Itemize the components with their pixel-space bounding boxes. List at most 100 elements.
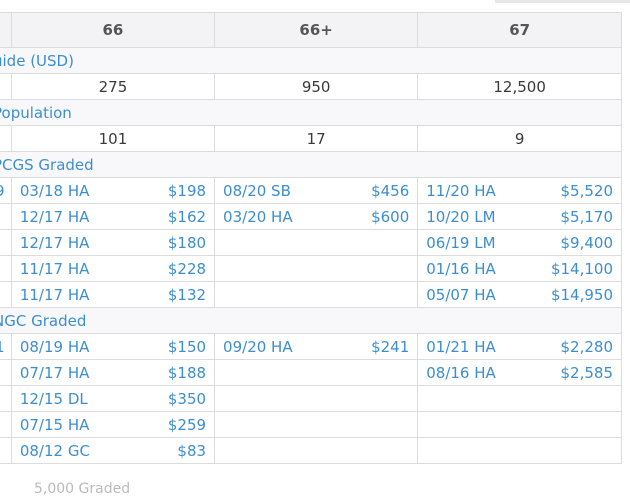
section-label[interactable]: uide (USD) — [0, 51, 74, 70]
section-population: Population — [0, 99, 622, 126]
sale-price[interactable]: $2,585 — [560, 363, 614, 382]
sales-row: 12/17 HA $162 03/20 HA $600 10/20 LM $5,170 — [0, 203, 622, 230]
row-stub — [0, 281, 12, 308]
row-stub — [0, 255, 12, 282]
sales-row: 9 03/18 HA $198 08/20 SB $456 11/20 HA $5,520 — [0, 177, 622, 204]
sale-price[interactable]: $350 — [167, 389, 207, 408]
sale-price[interactable]: $456 — [371, 181, 410, 200]
sale-entry: 10/20 LM $5,170 — [419, 207, 621, 226]
price-guide-67: 12,500 — [417, 73, 622, 100]
sale-price[interactable]: $150 — [167, 337, 207, 356]
sale-entry: 08/16 HA $2,585 — [419, 363, 621, 382]
sale-entry: 11/17 HA $228 — [12, 259, 213, 278]
sale-date-auction[interactable]: 08/19 HA — [19, 337, 90, 356]
sale-cell[interactable]: 03/18 HA $198 — [10, 177, 216, 204]
sale-price[interactable]: $180 — [167, 233, 207, 252]
sales-row: 11/17 HA $228 01/16 HA $14,100 — [0, 255, 622, 282]
sales-row: 12/15 DL $350 — [0, 385, 622, 412]
row-stub: 9 — [0, 177, 12, 204]
sale-date-auction[interactable]: 11/20 HA — [426, 181, 496, 200]
row-stub — [0, 125, 12, 152]
row-stub — [0, 385, 12, 412]
sale-cell — [214, 255, 419, 282]
sale-cell[interactable]: 01/21 HA $2,280 — [417, 333, 622, 360]
sale-date-auction[interactable]: 11/17 HA — [19, 285, 90, 304]
sale-price[interactable]: $132 — [167, 285, 207, 304]
sale-cell[interactable]: 03/20 HA $600 — [214, 203, 419, 230]
header-grade-67[interactable]: 67 — [417, 12, 622, 48]
sale-date-auction[interactable]: 06/19 LM — [426, 233, 496, 252]
sale-entry: 11/20 HA $5,520 — [419, 181, 621, 200]
sale-price[interactable]: $14,950 — [550, 285, 613, 304]
sale-date-auction[interactable]: 07/17 HA — [19, 363, 90, 382]
sale-price[interactable]: $198 — [167, 181, 207, 200]
row-stub — [0, 203, 12, 230]
sale-price[interactable]: $5,520 — [560, 181, 614, 200]
sale-date-auction[interactable]: 08/16 HA — [426, 363, 496, 382]
header-grade-66[interactable]: 66 — [10, 12, 216, 48]
sale-entry: 12/17 HA $162 — [12, 207, 213, 226]
sale-price[interactable]: $600 — [371, 207, 410, 226]
section-label[interactable]: Population — [0, 103, 72, 122]
sale-cell[interactable]: 10/20 LM $5,170 — [417, 203, 622, 230]
section-pcgs-graded: PCGS Graded — [0, 151, 622, 178]
sale-cell[interactable]: 11/17 HA $132 — [10, 281, 216, 308]
sale-cell[interactable]: 09/20 HA $241 — [214, 333, 419, 360]
sale-date-auction[interactable]: 12/17 HA — [19, 233, 90, 252]
sale-price[interactable]: $162 — [167, 207, 207, 226]
sale-date-auction[interactable]: 11/17 HA — [19, 259, 90, 278]
section-label[interactable]: NGC Graded — [0, 311, 87, 330]
sale-price[interactable]: $259 — [167, 415, 207, 434]
stub-marker: 9 — [0, 182, 5, 200]
sale-date-auction[interactable]: 09/20 HA — [223, 337, 293, 356]
sale-price[interactable]: $241 — [371, 337, 410, 356]
section-label[interactable]: PCGS Graded — [0, 155, 94, 174]
sale-cell[interactable]: 08/16 HA $2,585 — [417, 359, 622, 386]
sale-date-auction[interactable]: 08/20 SB — [223, 181, 291, 200]
sale-price[interactable]: $5,170 — [560, 207, 614, 226]
row-stub — [0, 229, 12, 256]
sale-cell[interactable]: 11/20 HA $5,520 — [417, 177, 622, 204]
sale-cell[interactable]: 11/17 HA $228 — [10, 255, 216, 282]
sale-date-auction[interactable]: 12/15 DL — [19, 389, 88, 408]
sales-row: 07/17 HA $188 08/16 HA $2,585 — [0, 359, 622, 386]
sale-cell — [214, 385, 419, 412]
sale-entry: 08/12 GC $83 — [12, 441, 213, 460]
section-ngc-graded: NGC Graded — [0, 307, 622, 334]
sale-date-auction[interactable]: 03/18 HA — [19, 181, 90, 200]
sale-date-auction[interactable]: 03/20 HA — [223, 207, 293, 226]
sale-cell[interactable]: 12/17 HA $162 — [10, 203, 216, 230]
sale-price[interactable]: $2,280 — [560, 337, 614, 356]
sale-entry: 11/17 HA $132 — [12, 285, 213, 304]
sale-entry: 09/20 HA $241 — [216, 337, 417, 356]
sale-date-auction[interactable]: 10/20 LM — [426, 207, 496, 226]
sale-cell — [214, 281, 419, 308]
sale-price[interactable]: $83 — [177, 441, 207, 460]
sale-date-auction[interactable]: 12/17 HA — [19, 207, 90, 226]
sale-price[interactable]: $9,400 — [560, 233, 614, 252]
sale-cell[interactable]: 05/07 HA $14,950 — [417, 281, 622, 308]
price-guide-row: 275 950 12,500 — [0, 73, 622, 100]
sale-date-auction[interactable]: 01/21 HA — [426, 337, 496, 356]
sale-cell[interactable]: 07/15 HA $259 — [10, 411, 216, 438]
sale-price[interactable]: $228 — [167, 259, 207, 278]
sale-cell[interactable]: 01/16 HA $14,100 — [417, 255, 622, 282]
price-guide-66: 275 — [10, 73, 216, 100]
sale-cell — [214, 411, 419, 438]
sale-cell[interactable]: 08/20 SB $456 — [214, 177, 419, 204]
sale-date-auction[interactable]: 05/07 HA — [426, 285, 496, 304]
sale-price[interactable]: $188 — [167, 363, 207, 382]
sale-date-auction[interactable]: 08/12 GC — [19, 441, 90, 460]
header-grade-66-plus[interactable]: 66+ — [214, 12, 419, 48]
sale-cell[interactable]: 12/17 HA $180 — [10, 229, 216, 256]
sale-date-auction[interactable]: 07/15 HA — [19, 415, 90, 434]
sale-cell[interactable]: 06/19 LM $9,400 — [417, 229, 622, 256]
sale-entry: 05/07 HA $14,950 — [419, 285, 621, 304]
sale-cell[interactable]: 08/12 GC $83 — [10, 437, 216, 464]
sale-cell[interactable]: 08/19 HA $150 — [10, 333, 216, 360]
sale-cell[interactable]: 07/17 HA $188 — [10, 359, 216, 386]
sale-date-auction[interactable]: 01/16 HA — [426, 259, 496, 278]
sale-entry: 12/15 DL $350 — [12, 389, 213, 408]
sale-price[interactable]: $14,100 — [550, 259, 613, 278]
sale-cell[interactable]: 12/15 DL $350 — [10, 385, 216, 412]
